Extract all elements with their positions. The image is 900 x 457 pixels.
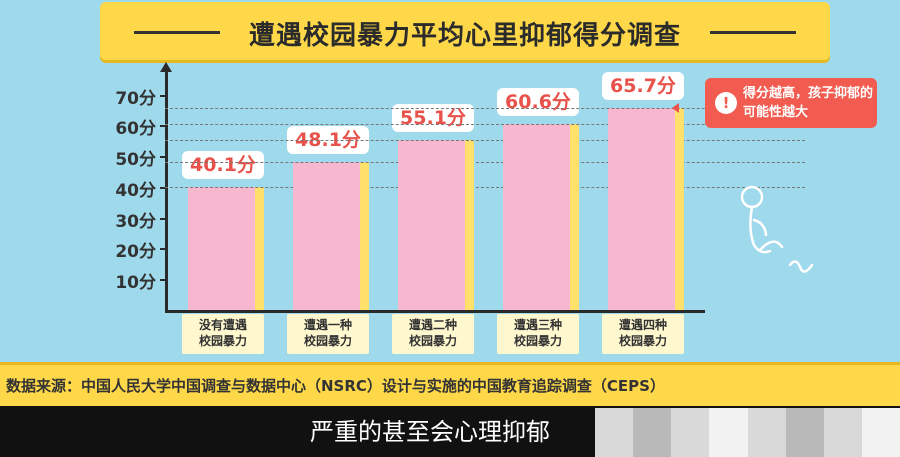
y-tick-label: 10分 bbox=[115, 273, 156, 294]
bar bbox=[188, 186, 264, 310]
child-doodle-icon bbox=[740, 185, 814, 273]
value-label: 40.1分 bbox=[182, 150, 264, 179]
pixelated-overlay bbox=[595, 408, 900, 457]
y-tick-mark bbox=[160, 94, 166, 97]
reference-line bbox=[165, 123, 805, 125]
y-tick-label: 50分 bbox=[115, 150, 156, 171]
y-axis-arrow bbox=[160, 62, 172, 72]
category-label: 遭遇一种 校园暴力 bbox=[287, 314, 369, 354]
bar bbox=[608, 107, 684, 310]
y-tick-label: 70分 bbox=[115, 88, 156, 109]
annotation-callout: ! 得分越高，孩子抑郁的可能性越大 bbox=[705, 78, 877, 128]
y-tick-mark bbox=[160, 248, 166, 251]
reference-marker bbox=[672, 102, 679, 113]
y-axis bbox=[165, 70, 168, 310]
y-tick-mark bbox=[160, 186, 166, 189]
title-left-rule bbox=[134, 31, 220, 34]
x-axis bbox=[165, 310, 705, 313]
value-label: 65.7分 bbox=[602, 71, 684, 100]
bar bbox=[293, 162, 369, 310]
y-tick-label: 20分 bbox=[115, 242, 156, 263]
annotation-text: 得分越高，孩子抑郁的可能性越大 bbox=[743, 86, 874, 120]
y-tick-mark bbox=[160, 279, 166, 282]
y-tick-label: 30分 bbox=[115, 211, 156, 232]
category-label: 没有遭遇 校园暴力 bbox=[182, 314, 264, 354]
y-tick-label: 40分 bbox=[115, 180, 156, 201]
category-label: 遭遇三种 校园暴力 bbox=[497, 314, 579, 354]
y-tick-mark bbox=[160, 217, 166, 220]
y-tick-label: 60分 bbox=[115, 119, 156, 140]
video-subtitle: 严重的甚至会心理抑郁 bbox=[310, 418, 550, 446]
y-tick-mark bbox=[160, 125, 166, 128]
title-right-rule bbox=[710, 31, 796, 34]
value-label: 48.1分 bbox=[287, 126, 369, 154]
category-label: 遭遇二种 校园暴力 bbox=[392, 314, 474, 354]
value-label: 60.6分 bbox=[497, 87, 579, 116]
reference-line bbox=[165, 162, 805, 163]
data-source-strip: 数据来源：中国人民大学中国调查与数据中心（NSRC）设计与实施的中国教育追踪调查… bbox=[0, 362, 900, 406]
category-label: 遭遇四种 校园暴力 bbox=[602, 314, 684, 354]
reference-line bbox=[165, 140, 805, 142]
title-banner: 遭遇校园暴力平均心里抑郁得分调查 bbox=[100, 2, 830, 60]
reference-line bbox=[165, 186, 805, 188]
bar bbox=[398, 140, 474, 310]
bar bbox=[503, 123, 579, 310]
y-tick-mark bbox=[160, 156, 166, 159]
chart-title: 遭遇校园暴力平均心里抑郁得分调查 bbox=[248, 21, 681, 51]
reference-line bbox=[165, 107, 805, 109]
exclamation-icon: ! bbox=[715, 92, 737, 114]
